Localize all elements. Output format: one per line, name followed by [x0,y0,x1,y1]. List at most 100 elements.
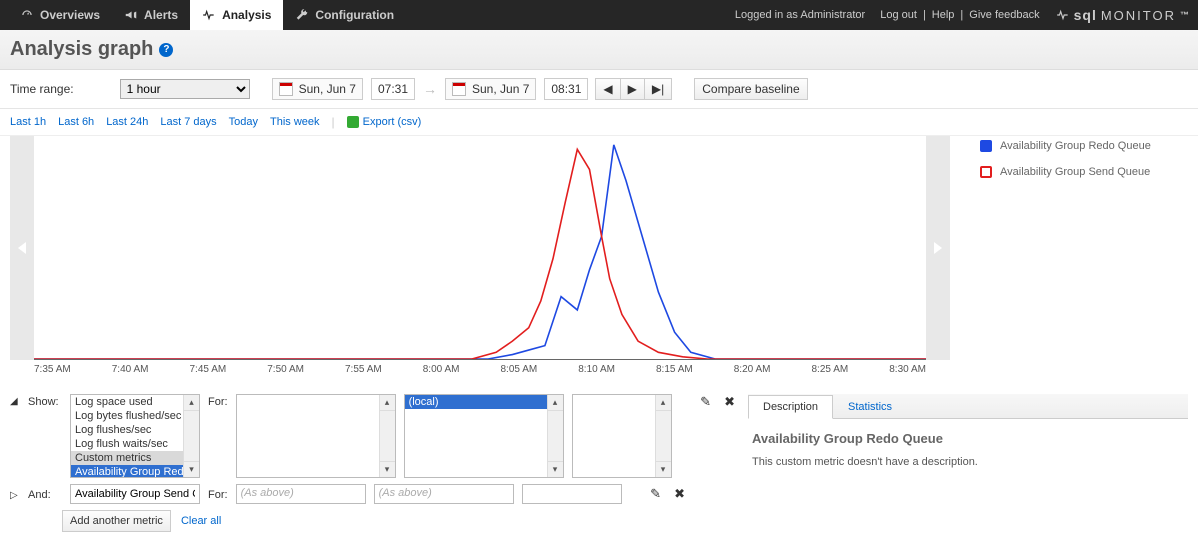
legend-swatch [980,166,992,178]
export-icon [347,116,359,128]
xaxis-tick: 8:05 AM [501,364,538,380]
compare-baseline-button[interactable]: Compare baseline [694,78,807,100]
feedback-link[interactable]: Give feedback [969,9,1039,21]
quicklink-today[interactable]: Today [229,116,258,128]
for-label: For: [208,394,228,408]
quick-links-bar: Last 1h Last 6h Last 24h Last 7 days Tod… [0,109,1198,136]
chart-scroll-left[interactable] [10,136,34,360]
scrollbar[interactable]: ▴▾ [379,395,395,477]
chart-legend: Availability Group Redo Queue Availabili… [980,136,1151,380]
nav-right: Logged in as Administrator Log out | Hel… [735,7,1190,23]
scrollbar[interactable]: ▴▾ [183,395,199,477]
prev-button[interactable]: ◀ [595,78,620,100]
edit-icon[interactable]: ✎ [698,394,714,410]
xaxis-tick: 7:35 AM [34,364,71,380]
chart-container: 7:35 AM7:40 AM7:45 AM7:50 AM7:55 AM8:00 … [0,136,1198,388]
from-date-picker[interactable]: Sun, Jun 7 [272,78,363,100]
chart-svg [34,136,926,359]
chart-series [34,145,926,359]
quicklink-last6h[interactable]: Last 6h [58,116,94,128]
and-extra-input[interactable] [522,484,622,504]
timerange-select[interactable]: 1 hour [120,79,250,99]
and-metric-input[interactable] [70,484,200,504]
export-csv[interactable]: Export (csv) [347,116,422,128]
xaxis-tick: 8:30 AM [889,364,926,380]
quicklink-thisweek[interactable]: This week [270,116,320,128]
nav-tab-alerts[interactable]: Alerts [112,0,190,30]
description-tabs: Description Statistics [748,394,1188,419]
show-label: Show: [28,394,62,408]
legend-item-send[interactable]: Availability Group Send Queue [980,166,1151,178]
and-row: ▷ And: For: (As above) (As above) ✎ ✖ [10,484,738,504]
list-item[interactable]: Log flush waits/sec [71,437,199,451]
legend-swatch [980,140,992,152]
xaxis-tick: 8:25 AM [812,364,849,380]
xaxis-tick: 7:55 AM [345,364,382,380]
help-link[interactable]: Help [932,9,955,21]
xaxis-tick: 7:45 AM [190,364,227,380]
chart-series [34,149,926,359]
add-metric-button[interactable]: Add another metric [62,510,171,532]
list-item[interactable]: Log space used [71,395,199,409]
latest-button[interactable]: ▶| [644,78,672,100]
bottom-actions: Add another metric Clear all [62,510,738,532]
metric-listbox[interactable]: Log space usedLog bytes flushed/secLog f… [70,394,200,478]
nav-tab-analysis[interactable]: Analysis [190,0,283,30]
calendar-icon [452,82,466,96]
quicklink-last1h[interactable]: Last 1h [10,116,46,128]
remove-icon[interactable]: ✖ [672,486,688,502]
list-item[interactable]: (local) [405,395,563,409]
scrollbar[interactable]: ▴▾ [655,395,671,477]
top-nav: Overviews Alerts Analysis Configuration … [0,0,1198,30]
to-date-picker[interactable]: Sun, Jun 7 [445,78,536,100]
legend-item-redo[interactable]: Availability Group Redo Queue [980,140,1151,152]
wrench-icon [295,8,309,22]
list-item[interactable]: Log flushes/sec [71,423,199,437]
nav-tab-label: Analysis [222,8,271,22]
chart-plot [34,136,926,360]
nav-tab-label: Overviews [40,8,100,22]
pulse-icon [1056,8,1070,22]
to-date: Sun, Jun 7 [472,82,529,96]
brand-logo: sql MONITOR™ [1056,7,1190,23]
chart-xaxis: 7:35 AM7:40 AM7:45 AM7:50 AM7:55 AM8:00 … [34,360,926,380]
expand-toggle[interactable]: ▷ [10,488,20,501]
and-server-input[interactable]: (As above) [236,484,366,504]
quicklink-last7d[interactable]: Last 7 days [160,116,216,128]
description-text: This custom metric doesn't have a descri… [752,456,1184,468]
edit-icon[interactable]: ✎ [648,486,664,502]
tab-description[interactable]: Description [748,395,833,419]
to-time[interactable]: 08:31 [544,78,588,100]
show-row: ◢ Show: Log space usedLog bytes flushed/… [10,394,738,478]
nav-tab-configuration[interactable]: Configuration [283,0,406,30]
clear-all-link[interactable]: Clear all [181,515,221,527]
tab-statistics[interactable]: Statistics [833,395,907,419]
from-time[interactable]: 07:31 [371,78,415,100]
description-panel: Description Statistics Availability Grou… [748,394,1188,480]
help-icon[interactable]: ? [159,43,173,57]
next-button[interactable]: ▶ [620,78,645,100]
logged-in-text: Logged in as Administrator [735,9,865,21]
list-item[interactable]: Custom metrics [71,451,199,465]
time-toolbar: Time range: 1 hour Sun, Jun 7 07:31 → Su… [0,70,1198,109]
pulse-icon [202,8,216,22]
target-listbox[interactable]: (local)▴▾ [404,394,564,478]
quicklink-last24h[interactable]: Last 24h [106,116,148,128]
remove-icon[interactable]: ✖ [722,394,738,410]
arrow-right-icon: → [423,81,437,97]
description-body: Availability Group Redo Queue This custo… [748,419,1188,480]
extra-listbox[interactable]: ▴▾ [572,394,672,478]
xaxis-tick: 8:10 AM [578,364,615,380]
and-target-input[interactable]: (As above) [374,484,514,504]
scrollbar[interactable]: ▴▾ [547,395,563,477]
page-title: Analysis graph ? [10,38,1188,61]
and-label: And: [28,487,62,501]
from-date: Sun, Jun 7 [299,82,356,96]
list-item[interactable]: Log bytes flushed/sec [71,409,199,423]
chart-scroll-right[interactable] [926,136,950,360]
list-item[interactable]: Availability Group Redo Queue [71,465,199,478]
logout-link[interactable]: Log out [880,9,917,21]
nav-tab-overviews[interactable]: Overviews [8,0,112,30]
server-listbox[interactable]: ▴▾ [236,394,396,478]
collapse-toggle[interactable]: ◢ [10,394,20,407]
